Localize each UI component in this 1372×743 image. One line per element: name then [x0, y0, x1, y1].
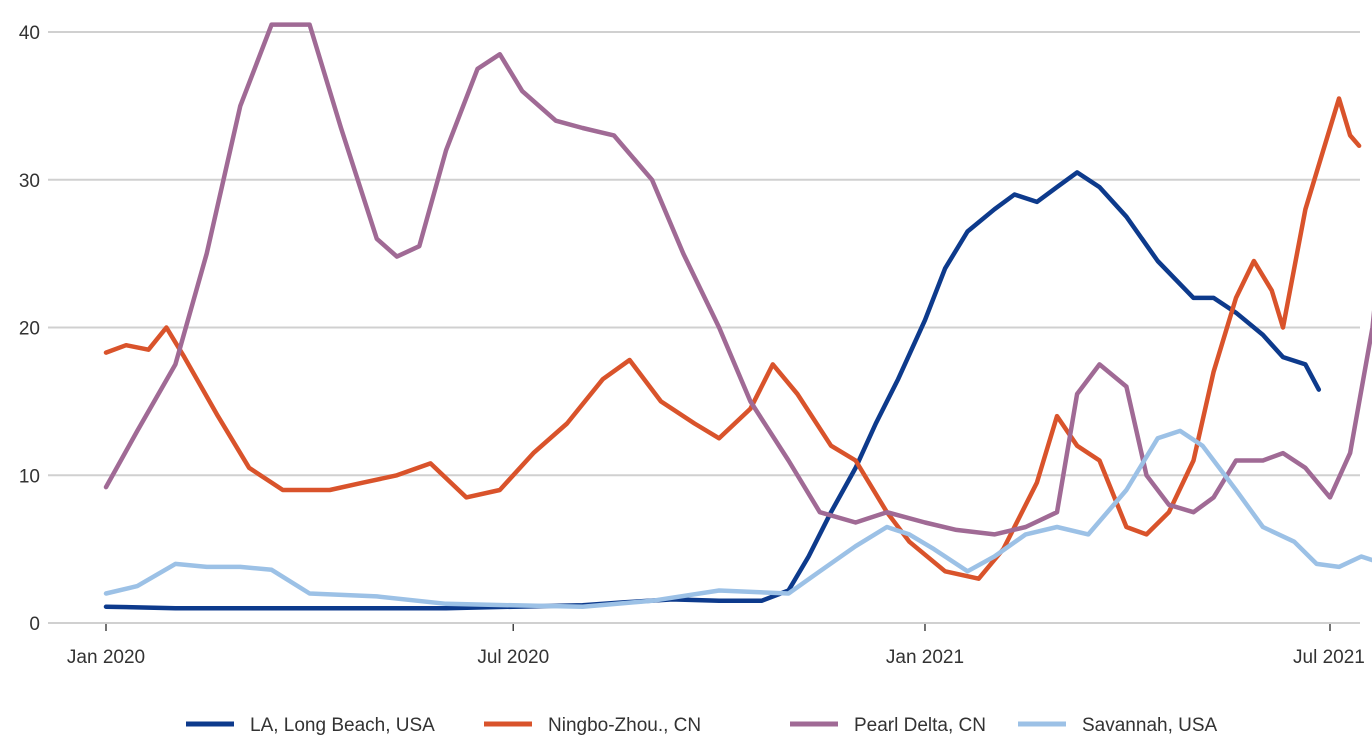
x-tick-label: Jan 2021 [886, 647, 964, 668]
legend-label: Ningbo-Zhou., CN [548, 715, 701, 736]
x-tick-label: Jul 2020 [477, 647, 549, 668]
series-line-3 [103, 428, 1372, 609]
legend-label: Savannah, USA [1082, 715, 1218, 736]
x-axis-tick-labels: Jan 2020 Jul 2020 Jan 2021 Jul 2021 [67, 624, 1365, 668]
y-tick-label: 10 [19, 466, 40, 487]
series-line-0 [103, 170, 1322, 611]
y-tick-label: 30 [19, 171, 40, 192]
series-lines [103, 22, 1372, 611]
legend: LA, Long Beach, USA Ningbo-Zhou., CN Pearl… [186, 715, 1218, 736]
y-tick-label: 40 [19, 23, 40, 44]
x-tick-label: Jul 2021 [1293, 647, 1365, 668]
legend-label: LA, Long Beach, USA [250, 715, 435, 736]
series-line-2 [103, 22, 1372, 537]
gridlines [48, 31, 1360, 624]
y-axis-tick-labels: 0 10 20 30 40 [19, 23, 40, 635]
x-tick-label: Jan 2020 [67, 647, 145, 668]
legend-label: Pearl Delta, CN [854, 715, 986, 736]
y-tick-label: 20 [19, 319, 40, 340]
series-line-1 [103, 96, 1362, 581]
y-tick-label: 0 [29, 614, 40, 635]
